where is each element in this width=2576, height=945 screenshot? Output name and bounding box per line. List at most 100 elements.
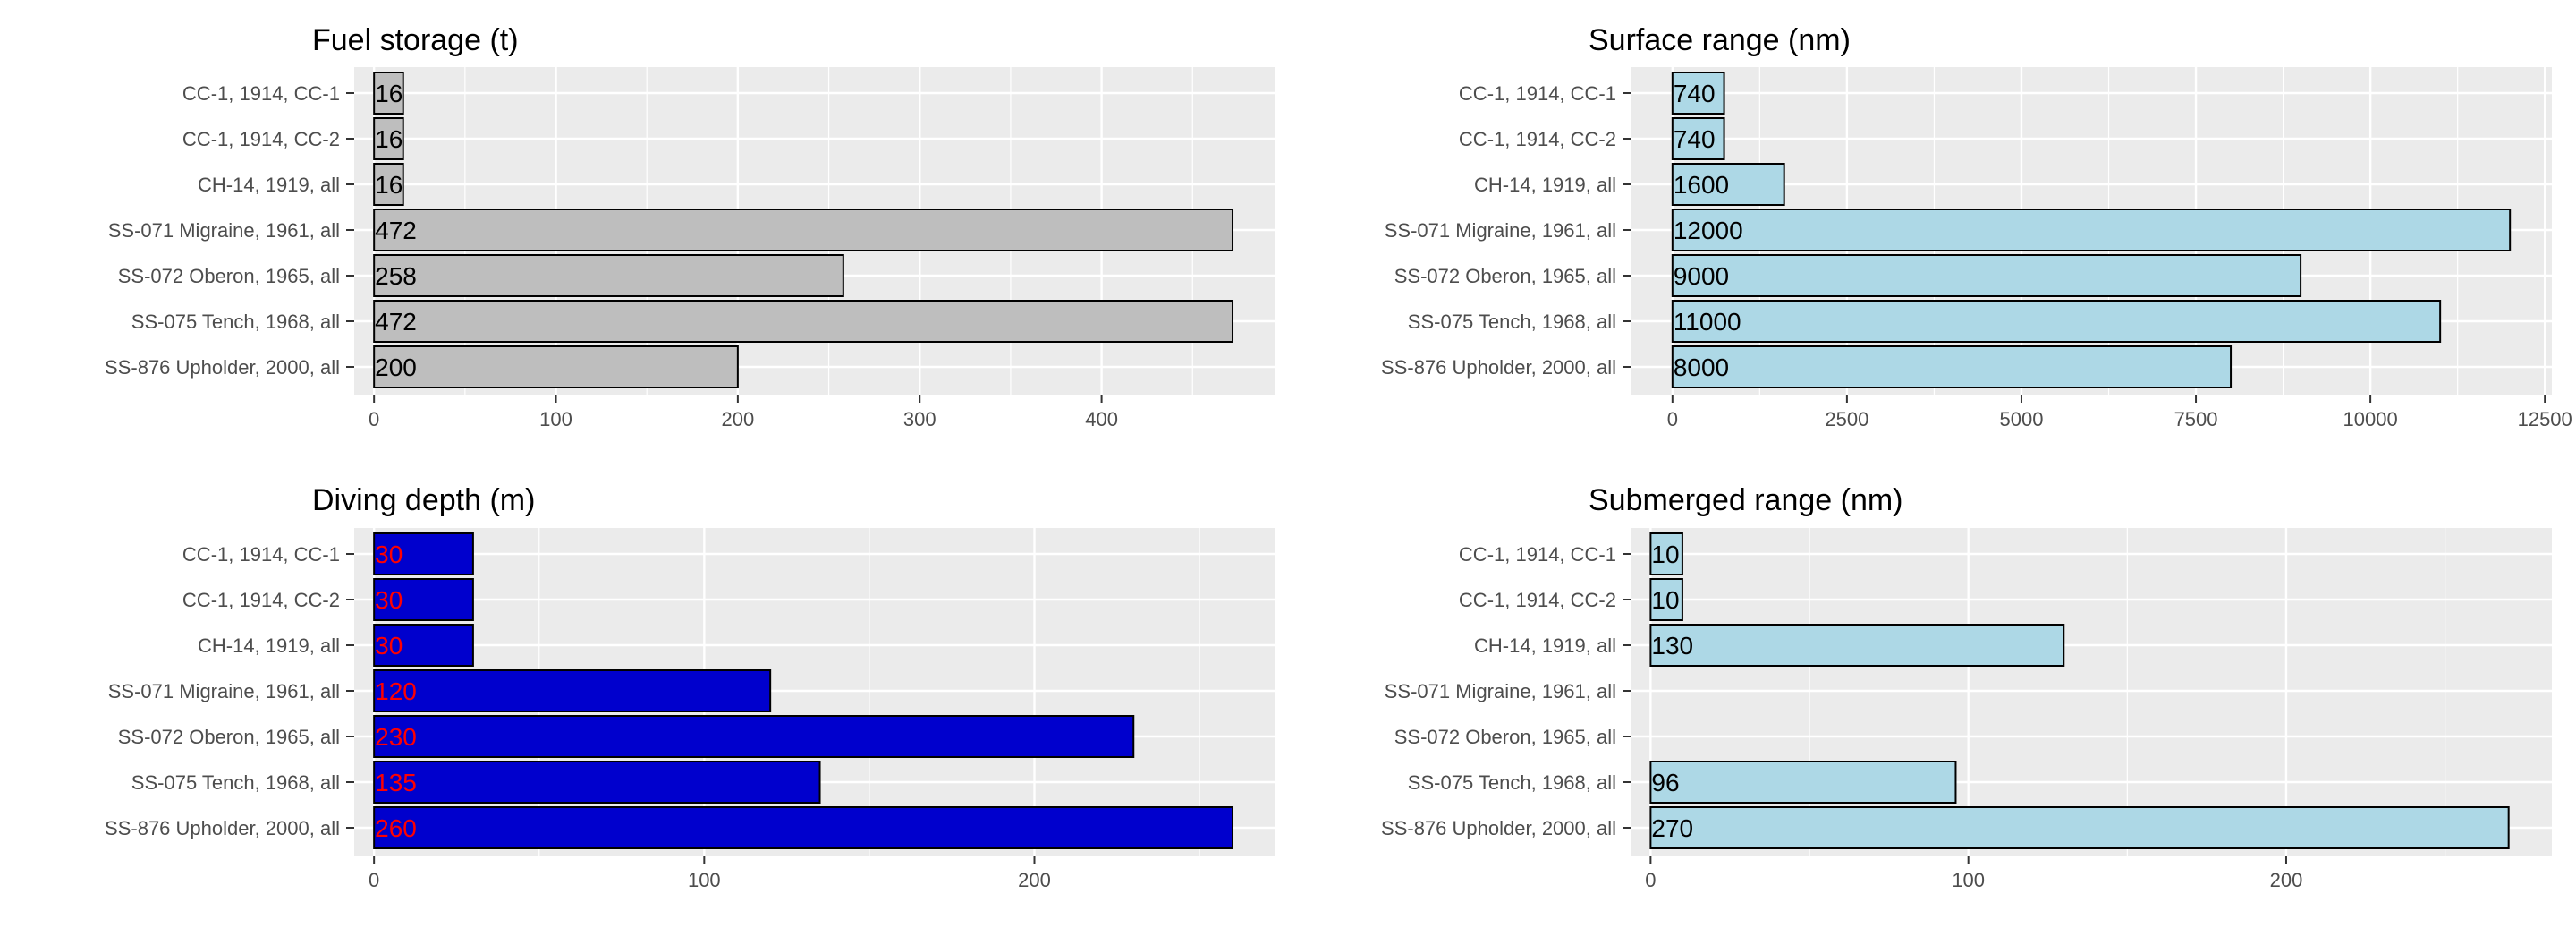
bar xyxy=(373,715,1135,758)
bar xyxy=(1671,209,2512,251)
data-label: 130 xyxy=(1651,632,1693,660)
bar xyxy=(373,117,404,160)
data-label: 16 xyxy=(375,125,402,153)
data-label: 10 xyxy=(1651,586,1679,614)
bar xyxy=(1649,578,1683,621)
bar xyxy=(1671,254,2302,297)
bar xyxy=(373,532,474,575)
data-label: 30 xyxy=(375,586,402,614)
bar xyxy=(373,761,821,804)
data-label: 258 xyxy=(375,262,417,290)
data-label: 30 xyxy=(375,632,402,660)
x-tick-label: 100 xyxy=(1952,869,1985,891)
category-label: CC-1, 1914, CC-2 xyxy=(182,128,340,150)
chart-title: Submerged range (nm) xyxy=(1589,483,1903,517)
data-label: 30 xyxy=(375,541,402,568)
category-label: CH-14, 1919, all xyxy=(1474,634,1616,657)
category-label: SS-072 Oberon, 1965, all xyxy=(1394,726,1616,748)
x-tick-label: 7500 xyxy=(2174,408,2218,430)
data-label: 12000 xyxy=(1674,217,1743,244)
bar xyxy=(373,578,474,621)
category-label: SS-876 Upholder, 2000, all xyxy=(1381,817,1616,839)
category-label: CC-1, 1914, CC-2 xyxy=(182,589,340,611)
bar xyxy=(373,72,404,115)
category-label: SS-876 Upholder, 2000, all xyxy=(105,817,340,839)
x-tick-label: 300 xyxy=(903,408,936,430)
x-tick-label: 400 xyxy=(1085,408,1118,430)
data-label: 135 xyxy=(375,769,417,796)
data-label: 200 xyxy=(375,353,417,381)
bar xyxy=(373,669,772,712)
category-label: SS-876 Upholder, 2000, all xyxy=(105,356,340,379)
category-label: CC-1, 1914, CC-1 xyxy=(1459,543,1616,566)
category-label: SS-075 Tench, 1968, all xyxy=(131,771,340,794)
data-label: 16 xyxy=(375,171,402,199)
category-label: CH-14, 1919, all xyxy=(1474,174,1616,196)
chart-panel-4: Submerged range (nm) CC-1, 1914, CC-1 10 CC… xyxy=(1381,483,2552,891)
category-label: CH-14, 1919, all xyxy=(198,634,340,657)
bar xyxy=(1671,300,2442,343)
bar xyxy=(1649,806,2510,849)
data-label: 11000 xyxy=(1674,308,1741,336)
category-label: SS-075 Tench, 1968, all xyxy=(1408,311,1616,333)
chart-panel-2: Surface range (nm) CC-1, 1914, CC-1 740 CC-… xyxy=(1381,23,2572,430)
category-label: CC-1, 1914, CC-1 xyxy=(182,543,340,566)
category-label: CC-1, 1914, CC-1 xyxy=(182,82,340,105)
data-label: 16 xyxy=(375,80,402,107)
data-label: 1600 xyxy=(1674,171,1729,199)
bar xyxy=(373,254,844,297)
data-label: 9000 xyxy=(1674,262,1729,290)
x-tick-label: 0 xyxy=(1667,408,1678,430)
bar xyxy=(373,209,1234,251)
x-tick-label: 5000 xyxy=(1999,408,2043,430)
bar xyxy=(373,345,739,388)
bar xyxy=(1671,163,1785,206)
category-label: SS-075 Tench, 1968, all xyxy=(131,311,340,333)
x-tick-label: 200 xyxy=(722,408,755,430)
x-tick-label: 10000 xyxy=(2343,408,2398,430)
category-label: SS-071 Migraine, 1961, all xyxy=(108,680,340,702)
bar xyxy=(373,806,1234,849)
chart-title: Diving depth (m) xyxy=(312,483,535,517)
bar xyxy=(1649,532,1683,575)
bar xyxy=(1649,624,2065,667)
category-label: SS-071 Migraine, 1961, all xyxy=(108,219,340,242)
category-label: SS-071 Migraine, 1961, all xyxy=(1385,219,1616,242)
data-label: 270 xyxy=(1651,814,1693,842)
bar xyxy=(1671,345,2233,388)
x-tick-label: 12500 xyxy=(2518,408,2572,430)
data-label: 10 xyxy=(1651,541,1679,568)
bar xyxy=(373,163,404,206)
bar xyxy=(1649,761,1957,804)
x-tick-label: 0 xyxy=(369,408,379,430)
category-label: SS-072 Oberon, 1965, all xyxy=(118,726,340,748)
data-label: 230 xyxy=(375,723,417,751)
category-label: CH-14, 1919, all xyxy=(198,174,340,196)
category-label: SS-075 Tench, 1968, all xyxy=(1408,771,1616,794)
data-label: 260 xyxy=(375,814,417,842)
x-tick-label: 100 xyxy=(688,869,721,891)
chart-panel-1: Fuel storage (t) CC-1, 1914, CC-1 16 CC-1, … xyxy=(105,23,1275,430)
x-tick-label: 200 xyxy=(2270,869,2303,891)
x-tick-label: 200 xyxy=(1018,869,1051,891)
data-label: 472 xyxy=(375,308,417,336)
data-label: 472 xyxy=(375,217,417,244)
data-label: 8000 xyxy=(1674,353,1729,381)
data-label: 740 xyxy=(1674,125,1716,153)
category-label: SS-876 Upholder, 2000, all xyxy=(1381,356,1616,379)
x-tick-label: 0 xyxy=(369,869,379,891)
data-label: 96 xyxy=(1651,769,1679,796)
chart-panel-3: Diving depth (m) CC-1, 1914, CC-1 30 CC-1, … xyxy=(105,483,1275,891)
category-label: CC-1, 1914, CC-2 xyxy=(1459,589,1616,611)
category-label: SS-072 Oberon, 1965, all xyxy=(1394,265,1616,287)
x-tick-label: 100 xyxy=(539,408,572,430)
data-label: 120 xyxy=(375,677,417,705)
category-label: CC-1, 1914, CC-2 xyxy=(1459,128,1616,150)
bar xyxy=(373,300,1234,343)
chart-title: Surface range (nm) xyxy=(1589,23,1851,57)
data-label: 740 xyxy=(1674,80,1716,107)
bar xyxy=(373,624,474,667)
category-label: SS-072 Oberon, 1965, all xyxy=(118,265,340,287)
category-label: CC-1, 1914, CC-1 xyxy=(1459,82,1616,105)
